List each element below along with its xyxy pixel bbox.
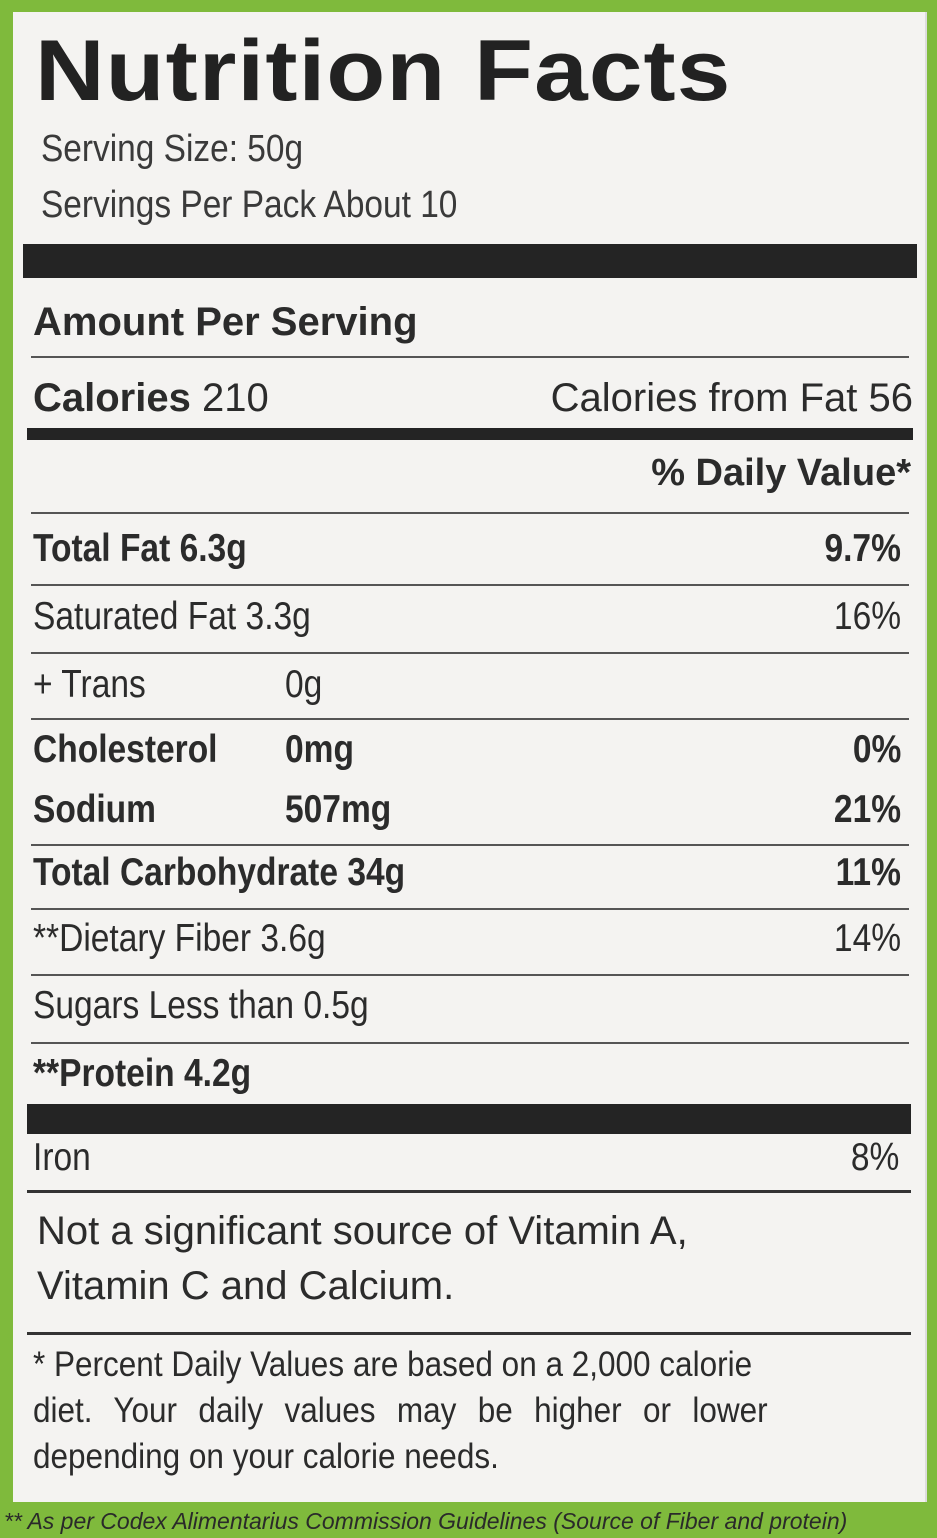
divider [27,1332,911,1335]
nutrition-label: Nutrition Facts Serving Size: 50g Servin… [13,12,927,1502]
dv-cholesterol: 0% [852,728,901,771]
divider [27,1190,911,1193]
dv-sodium: 21% [833,788,901,831]
thick-divider-bottom [27,1104,911,1134]
nutrient-amount: 3.3g [245,595,311,638]
serving-size: Serving Size: 50g [41,128,304,170]
calories-from-fat: Calories from Fat 56 [550,376,913,420]
codex-note: ** As per Codex Alimentarius Commission … [4,1508,848,1534]
divider [31,974,909,976]
row-sodium-name: Sodium [33,788,156,831]
calories-row: Calories 210 [33,376,269,421]
row-cholesterol-amount: 0mg [285,728,354,771]
footnote-line: depending on your calorie needs. [33,1437,499,1476]
row-total-fat: Total Fat 6.3g [33,527,247,571]
nutrient-name: **Protein [33,1052,175,1095]
row-dietary-fiber: **Dietary Fiber 3.6g [33,917,326,961]
footnote-line: diet. Your daily values may be higher or… [33,1391,768,1430]
thick-divider-top [23,244,917,278]
row-sugars: Sugars Less than 0.5g [33,984,369,1028]
nutrient-name: Total Fat [33,527,171,570]
row-sodium-amount: 507mg [285,788,392,831]
note-line: Not a significant source of Vitamin A, [37,1209,688,1253]
divider [31,718,909,720]
calories-value: 210 [201,376,269,420]
row-iron-name: Iron [33,1136,91,1179]
daily-value-header: % Daily Value* [651,452,911,494]
medium-divider [27,428,913,440]
footnote-line: * Percent Daily Values are based on a 2,… [33,1345,753,1384]
nutrient-amount: 34g [347,851,406,894]
dv-total-carbohydrate: 11% [835,851,901,894]
calories-label: Calories [33,376,191,420]
nutrient-amount: 3.6g [260,917,326,960]
divider [31,512,909,514]
divider [31,844,909,846]
nutrient-name: Saturated Fat [33,595,237,638]
nutrient-amount: 0.5g [303,984,369,1027]
nutrient-amount: 6.3g [179,527,247,570]
nutrient-name: **Dietary Fiber [33,917,252,960]
divider [31,652,909,654]
row-saturated-fat: Saturated Fat 3.3g [33,595,311,639]
row-trans-amount: 0g [285,663,323,706]
not-significant-note: Not a significant source of Vitamin A, V… [37,1204,688,1314]
nutrient-name: Sugars Less than [33,984,295,1027]
divider [31,584,909,586]
divider [31,908,909,910]
amount-per-serving: Amount Per Serving [33,300,418,344]
row-cholesterol-name: Cholesterol [33,728,218,771]
row-protein: **Protein 4.2g [33,1052,251,1096]
dv-total-fat: 9.7% [824,527,901,570]
dv-dietary-fiber: 14% [833,917,901,960]
note-line: Vitamin C and Calcium. [37,1264,455,1308]
nutrient-name: Total Carbohydrate [33,851,339,894]
divider [31,1042,909,1044]
row-trans-name: + Trans [33,663,146,706]
nutrient-amount: 4.2g [183,1052,252,1095]
daily-value-footnote: * Percent Daily Values are based on a 2,… [33,1342,768,1480]
row-total-carbohydrate: Total Carbohydrate 34g [33,851,405,895]
divider [31,356,909,358]
dv-iron: 8% [850,1136,899,1179]
servings-per-pack: Servings Per Pack About 10 [41,184,458,226]
label-title: Nutrition Facts [35,23,732,119]
dv-saturated-fat: 16% [833,595,901,638]
